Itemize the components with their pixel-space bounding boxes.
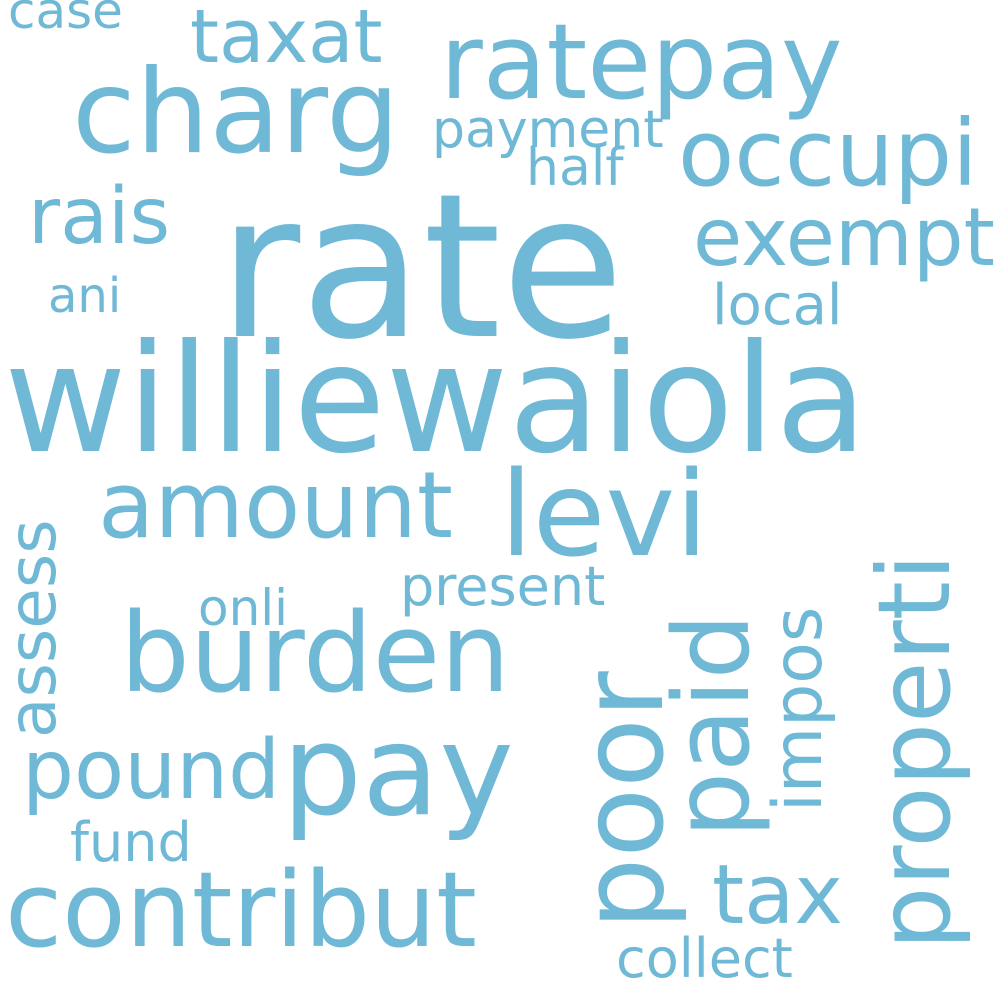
word-pound: pound bbox=[22, 723, 281, 818]
word-occupi: occupi bbox=[678, 100, 978, 207]
word-assess: assess bbox=[0, 519, 71, 738]
word-tax: tax bbox=[712, 848, 843, 943]
word-charg: charg bbox=[72, 45, 400, 180]
word-paid: paid bbox=[651, 613, 773, 838]
word-local: local bbox=[712, 273, 843, 338]
word-rate: rate bbox=[218, 151, 625, 384]
word-taxat: taxat bbox=[190, 0, 383, 80]
word-half: half bbox=[526, 138, 624, 198]
word-pay: pay bbox=[282, 697, 514, 844]
word-amount: amount bbox=[98, 452, 453, 559]
word-present: present bbox=[400, 555, 606, 618]
word-onli: onli bbox=[198, 579, 289, 637]
word-fund: fund bbox=[70, 811, 192, 874]
word-contribut: contribut bbox=[5, 849, 477, 971]
word-properti: properti bbox=[856, 553, 973, 950]
word-ratepay: ratepay bbox=[440, 1, 843, 123]
word-payment: payment bbox=[432, 100, 664, 160]
word-ani: ani bbox=[48, 268, 122, 324]
word-levi: levi bbox=[500, 445, 708, 583]
word-rais: rais bbox=[28, 172, 171, 262]
word-williewaiola: williewaiola bbox=[4, 313, 868, 487]
word-exempt: exempt bbox=[693, 191, 995, 284]
word-impos: impos bbox=[759, 606, 838, 812]
word-collect: collect bbox=[616, 927, 793, 990]
word-case: case bbox=[8, 0, 123, 40]
word-burden: burden bbox=[120, 589, 511, 717]
